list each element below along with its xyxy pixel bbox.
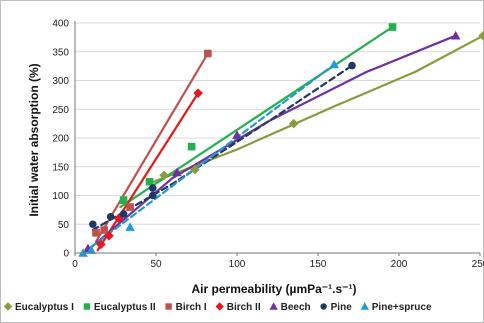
y-tick-label: 250 bbox=[52, 105, 69, 116]
x-tick-label: 0 bbox=[72, 259, 78, 270]
point-pine bbox=[148, 184, 157, 192]
point-eucalyptus-i bbox=[288, 118, 299, 129]
y-axis-title: Initial water absorption (%) bbox=[27, 63, 41, 216]
point-birch-i bbox=[126, 203, 134, 211]
point-eucalyptus-ii bbox=[388, 23, 397, 31]
legend-marker-eucalyptus-ii bbox=[83, 303, 91, 310]
point-birch-ii bbox=[193, 88, 203, 98]
y-tick-label: 350 bbox=[52, 47, 69, 58]
x-tick-label: 100 bbox=[229, 259, 246, 270]
point-pine bbox=[119, 210, 128, 218]
y-tick-label: 300 bbox=[52, 76, 69, 87]
x-tick-label: 50 bbox=[150, 259, 162, 270]
y-tick-label: 100 bbox=[52, 191, 69, 202]
point-birch-i bbox=[204, 49, 212, 58]
trendline-beech bbox=[90, 34, 457, 249]
y-tick-label: 400 bbox=[52, 19, 69, 30]
point-pine-spruce bbox=[329, 59, 339, 69]
legend-label-pine: Pine bbox=[331, 302, 353, 313]
legend-marker-birch-ii bbox=[215, 302, 224, 311]
legend-marker-eucalyptus-i bbox=[3, 302, 13, 311]
y-tick-label: 0 bbox=[63, 249, 69, 260]
point-birch-i bbox=[100, 226, 108, 234]
point-pine bbox=[148, 191, 157, 200]
data-points bbox=[78, 23, 484, 257]
point-beech bbox=[450, 30, 461, 40]
y-tick-label: 50 bbox=[58, 220, 70, 231]
point-pine-spruce bbox=[86, 245, 96, 254]
point-eucalyptus-i bbox=[478, 30, 484, 41]
legend-marker-birch-i bbox=[165, 303, 172, 310]
x-axis-title: Air permeability (µmPa⁻¹.s⁻¹) bbox=[192, 282, 357, 296]
legend-marker-pine bbox=[320, 303, 327, 310]
trendline-birch-i bbox=[95, 52, 209, 243]
point-pine bbox=[106, 212, 115, 221]
legend-marker-pine-spruce bbox=[360, 302, 369, 310]
trendline-birch-ii bbox=[96, 92, 200, 252]
point-beech bbox=[172, 167, 182, 177]
point-eucalyptus-i bbox=[159, 170, 169, 181]
legend-label-eucalyptus-i: Eucalyptus I bbox=[15, 302, 74, 313]
gridlines bbox=[75, 22, 480, 225]
tick-labels: 0 50 100 150 200 250 300 350 400 0 50 100 150 200 250 bbox=[52, 19, 484, 271]
legend: Eucalyptus I Eucalyptus II Birch I Birch II… bbox=[3, 302, 432, 313]
point-pine-spruce bbox=[125, 222, 135, 231]
point-pine bbox=[89, 220, 97, 229]
legend-label-birch-ii: Birch II bbox=[227, 302, 261, 313]
point-beech bbox=[232, 130, 242, 139]
x-tick-label: 200 bbox=[391, 259, 408, 270]
y-tick-label: 200 bbox=[52, 134, 69, 145]
legend-label-birch-i: Birch I bbox=[176, 302, 207, 313]
trendline-pine-spruce bbox=[82, 63, 336, 255]
point-eucalyptus-ii bbox=[187, 142, 196, 151]
legend-label-eucalyptus-ii: Eucalyptus II bbox=[94, 302, 156, 313]
point-birch-ii bbox=[96, 239, 106, 250]
y-tick-label: 150 bbox=[52, 162, 69, 173]
x-tick-label: 250 bbox=[472, 259, 484, 270]
point-eucalyptus-ii bbox=[119, 196, 128, 204]
point-eucalyptus-i bbox=[190, 164, 200, 175]
point-pine bbox=[348, 61, 356, 70]
legend-marker-beech bbox=[269, 302, 278, 310]
x-tick-label: 150 bbox=[310, 259, 327, 270]
legend-label-pine-spruce: Pine+spruce bbox=[372, 302, 432, 313]
point-eucalyptus-ii bbox=[145, 177, 154, 186]
legend-label-beech: Beech bbox=[281, 302, 311, 313]
point-birch-ii bbox=[104, 230, 114, 241]
point-birch-i bbox=[92, 229, 100, 237]
axes bbox=[74, 21, 481, 256]
